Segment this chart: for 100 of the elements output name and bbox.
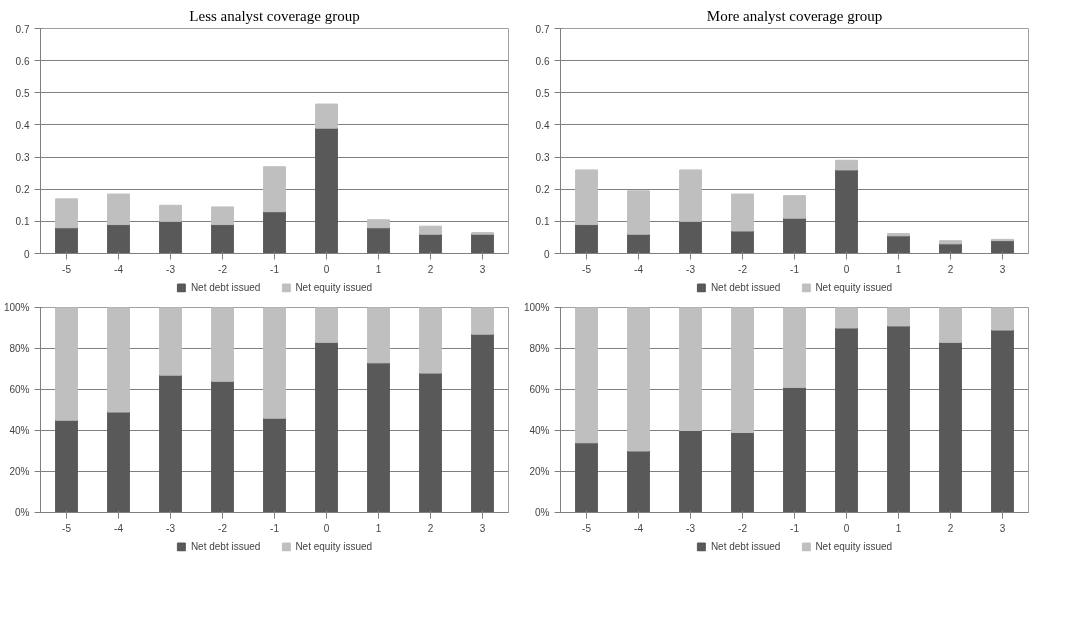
- legend-label: Net equity issued: [295, 281, 373, 293]
- bar: [575, 224, 598, 254]
- x-tick-label: 1: [895, 263, 902, 275]
- bar: [887, 325, 910, 513]
- bar: [159, 374, 182, 513]
- y-tick-label: 0: [543, 248, 550, 260]
- bar: [367, 362, 390, 513]
- bar: [471, 333, 494, 513]
- y-tick-label: 60%: [529, 384, 550, 395]
- x-tick-label: 1: [375, 522, 382, 534]
- x-tick-label: 3: [999, 263, 1006, 275]
- bar: [211, 206, 234, 226]
- bar: [991, 240, 1014, 254]
- x-tick-label: 1: [375, 263, 382, 275]
- bar: [783, 386, 806, 513]
- y-tick-label: 0.1: [15, 216, 30, 228]
- legend-label: Net debt issued: [710, 540, 781, 552]
- bar: [315, 127, 338, 254]
- bar: [887, 235, 910, 254]
- bar: [679, 430, 702, 513]
- bar: [627, 190, 650, 235]
- y-tick-label: 60%: [9, 384, 30, 395]
- bar: [939, 307, 962, 343]
- bar: [211, 380, 234, 513]
- bar: [315, 103, 338, 129]
- y-tick-label: 0.4: [535, 119, 550, 131]
- y-tick-label: 0.3: [535, 152, 550, 164]
- y-tick-label: 0.6: [15, 55, 30, 67]
- y-tick-label: 0.2: [535, 184, 550, 196]
- y-tick-label: 0%: [535, 507, 550, 518]
- y-tick-label: 0.4: [15, 119, 30, 131]
- y-tick-label: 0.7: [15, 23, 30, 35]
- x-tick-label: 1: [895, 522, 902, 534]
- y-tick-label: 20%: [9, 466, 30, 477]
- bar: [263, 211, 286, 254]
- bar: [211, 307, 234, 382]
- x-tick-label: 0: [843, 263, 850, 275]
- bar: [575, 169, 598, 226]
- legend-label: Net equity issued: [295, 540, 373, 552]
- y-tick-label: 40%: [529, 425, 550, 436]
- chart-title: Less analyst coverage group: [189, 7, 360, 24]
- bar: [991, 329, 1014, 513]
- y-tick-label: 0.6: [535, 55, 550, 67]
- bar: [835, 327, 858, 513]
- bar: [159, 204, 182, 222]
- bar: [783, 195, 806, 219]
- x-tick-label: -5: [62, 263, 72, 275]
- bar: [367, 227, 390, 254]
- x-tick-label: 3: [479, 263, 486, 275]
- bar: [731, 307, 754, 434]
- x-tick-label: 3: [479, 522, 486, 534]
- x-tick-label: -3: [686, 263, 696, 275]
- y-tick-label: 0: [23, 248, 30, 260]
- bar: [627, 307, 650, 452]
- x-tick-label: -3: [166, 522, 176, 534]
- y-tick-label: 40%: [9, 425, 30, 436]
- bar: [159, 307, 182, 376]
- bar: [263, 166, 286, 213]
- bar: [419, 225, 442, 235]
- bar: [731, 432, 754, 513]
- bar: [939, 240, 962, 245]
- y-tick-label: 0.5: [535, 87, 550, 99]
- x-tick-label: -4: [114, 522, 124, 534]
- x-tick-label: -1: [790, 522, 800, 534]
- bar: [679, 220, 702, 254]
- x-tick-label: 0: [323, 263, 330, 275]
- legend-label: Net equity issued: [815, 540, 893, 552]
- bar: [835, 169, 858, 254]
- x-tick-label: -5: [582, 263, 592, 275]
- x-tick-label: -4: [114, 263, 124, 275]
- x-tick-label: -4: [634, 522, 644, 534]
- x-tick-label: 0: [843, 522, 850, 534]
- y-tick-label: 20%: [529, 466, 550, 477]
- x-tick-label: -1: [270, 263, 280, 275]
- bar: [835, 159, 858, 171]
- bar: [835, 307, 858, 329]
- bar: [55, 307, 78, 421]
- bar: [575, 307, 598, 444]
- bar: [731, 193, 754, 232]
- x-tick-label: -3: [166, 263, 176, 275]
- y-tick-label: 80%: [529, 343, 550, 354]
- y-tick-label: 0.1: [535, 216, 550, 228]
- bar: [679, 169, 702, 222]
- bar: [367, 307, 390, 364]
- bar: [783, 217, 806, 254]
- bar: [575, 442, 598, 513]
- bar: [627, 450, 650, 513]
- x-tick-label: -5: [582, 522, 592, 534]
- legend-label: Net debt issued: [710, 281, 781, 293]
- bar: [419, 233, 442, 254]
- bar: [627, 233, 650, 254]
- bar: [731, 230, 754, 254]
- x-tick-label: -5: [62, 522, 72, 534]
- bar: [159, 220, 182, 254]
- bar: [783, 307, 806, 388]
- x-tick-label: -1: [270, 522, 280, 534]
- bar: [471, 307, 494, 335]
- x-tick-label: -2: [738, 263, 748, 275]
- x-tick-label: -4: [634, 263, 644, 275]
- bar: [55, 419, 78, 513]
